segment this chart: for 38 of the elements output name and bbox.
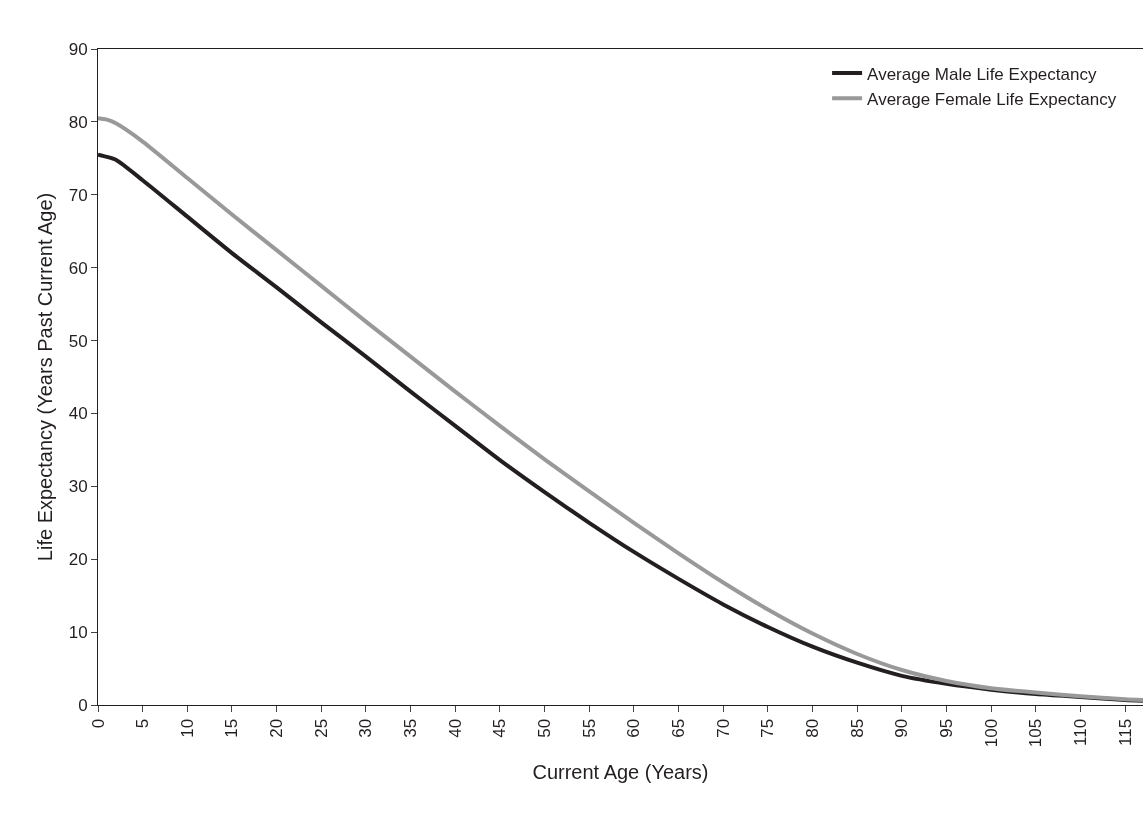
x-tick-label: 65	[669, 718, 689, 738]
legend-label: Average Female Life Expectancy	[867, 89, 1117, 109]
y-tick-label: 90	[68, 39, 88, 59]
y-tick-label: 30	[68, 477, 88, 497]
x-tick-label: 40	[445, 718, 465, 738]
y-tick-label: 40	[68, 404, 88, 424]
y-axis-title: Life Expectancy (Years Past Current Age)	[34, 192, 57, 562]
x-tick-label: 25	[311, 718, 331, 738]
y-tick-label: 0	[78, 695, 88, 715]
x-tick-label: 70	[713, 718, 733, 738]
x-axis-title: Current Age (Years)	[532, 760, 709, 783]
x-tick-label: 90	[892, 718, 912, 738]
y-tick-label: 70	[68, 185, 88, 205]
x-tick-label: 110	[1071, 718, 1091, 746]
y-tick-label: 60	[68, 258, 88, 278]
x-tick-label: 95	[937, 718, 957, 738]
y-tick-label: 80	[68, 112, 88, 132]
x-tick-label: 15	[222, 718, 242, 738]
x-tick-label: 105	[1026, 718, 1046, 748]
x-tick-label: 20	[267, 718, 287, 738]
x-tick-label: 75	[758, 718, 778, 738]
x-tick-label: 10	[177, 718, 197, 738]
x-tick-label: 60	[624, 718, 644, 738]
x-tick-label: 50	[535, 718, 555, 738]
x-tick-label: 100	[981, 718, 1001, 748]
y-tick-label: 50	[68, 331, 88, 351]
x-tick-label: 55	[579, 718, 599, 738]
x-tick-label: 30	[356, 718, 376, 738]
y-tick-label: 20	[68, 550, 88, 570]
x-tick-label: 85	[847, 718, 867, 738]
x-tick-label: 80	[803, 718, 823, 738]
x-tick-label: 35	[401, 718, 421, 738]
x-tick-label: 5	[133, 718, 153, 729]
x-tick-label: 115	[1115, 718, 1135, 746]
x-tick-label: 0	[88, 718, 108, 729]
y-tick-label: 10	[68, 623, 88, 643]
legend-label: Average Male Life Expectancy	[867, 64, 1097, 84]
x-tick-label: 45	[490, 718, 510, 738]
